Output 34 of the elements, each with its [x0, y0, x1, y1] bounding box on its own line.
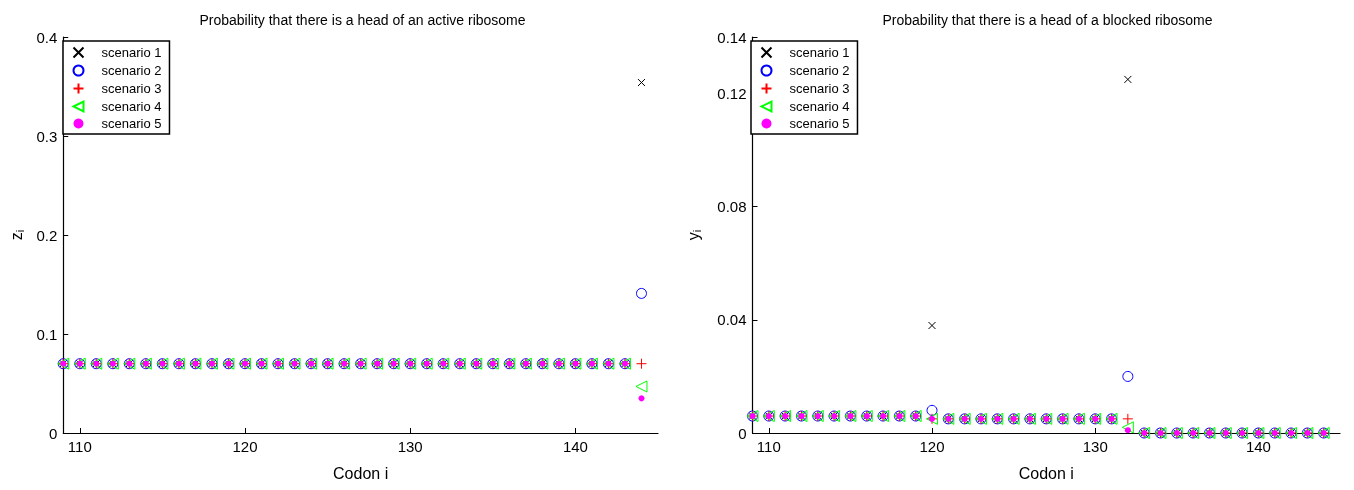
y-tick-label: 0.3	[36, 127, 58, 145]
y-tick-label: 0.12	[717, 85, 747, 103]
legend-label: scenario 1	[789, 45, 850, 60]
x-tick-label: 110	[756, 438, 781, 455]
x-axis-title: Codon i	[333, 464, 389, 482]
chart-title: Probability that there is a head of an active ribosome	[199, 12, 526, 28]
x-tick-label: 130	[397, 438, 423, 455]
y-tick-label: 0	[48, 424, 58, 442]
y-tick-label: 0.04	[717, 311, 747, 329]
y-tick-label: 0.1	[36, 325, 58, 343]
legend-label: scenario 3	[789, 81, 850, 96]
x-tick-label: 120	[919, 438, 945, 455]
y-tick-label: 0.2	[36, 226, 58, 244]
y-tick-label: 0.4	[36, 28, 58, 46]
legend-label: scenario 2	[789, 63, 850, 78]
legend-label: scenario 3	[101, 81, 162, 96]
y-tick-label: 0	[738, 424, 747, 442]
x-axis-title: Codon i	[1018, 464, 1074, 482]
legend-label: scenario 5	[101, 116, 162, 131]
x-tick-label: 120	[232, 438, 258, 455]
x-tick-label: 130	[1082, 438, 1108, 455]
x-tick-label: 110	[67, 438, 92, 455]
y-axis-title: zi	[7, 229, 26, 241]
legend-label: scenario 1	[101, 45, 162, 60]
chart-title: Probability that there is a head of a blocked ribosome	[882, 12, 1213, 28]
legend-label: scenario 5	[789, 116, 850, 131]
y-axis-title: yi	[684, 229, 703, 241]
legend-label: scenario 4	[789, 99, 850, 114]
legend-label: scenario 4	[101, 99, 162, 114]
legend-label: scenario 2	[101, 63, 162, 78]
x-tick-label: 140	[1245, 438, 1271, 455]
y-tick-label: 0.08	[717, 198, 747, 216]
y-tick-label: 0.14	[717, 28, 747, 46]
x-tick-label: 140	[562, 438, 588, 455]
